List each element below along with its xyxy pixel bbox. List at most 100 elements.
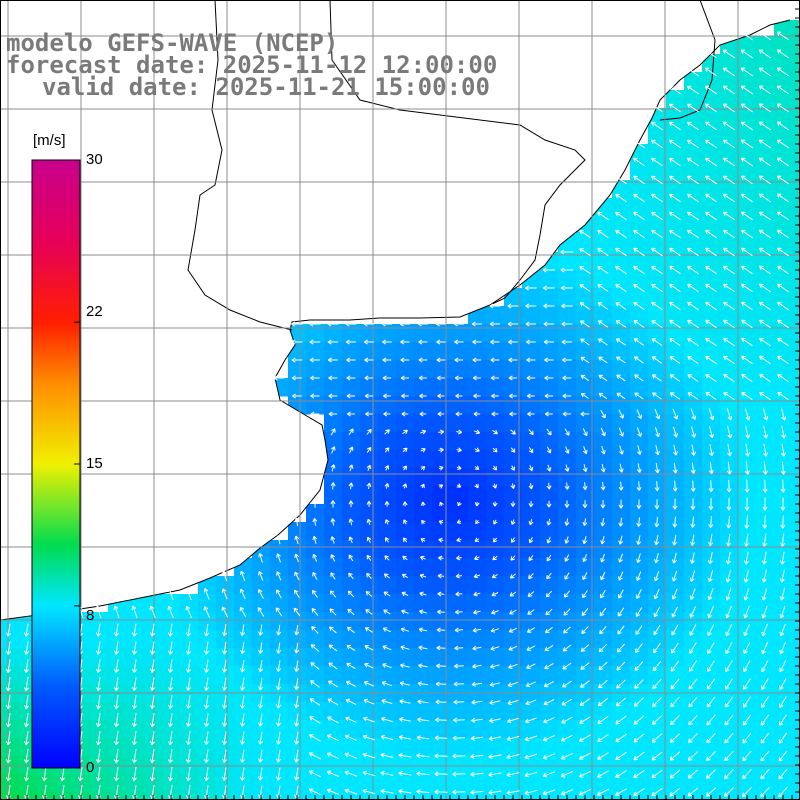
wind-arrow: [740, 157, 753, 167]
wind-speed-cell: [342, 450, 361, 469]
wind-arrow: [437, 411, 445, 417]
wind-arrow: [435, 321, 446, 327]
wind-speed-cell: [576, 756, 595, 775]
wind-arrow: [527, 411, 535, 417]
wind-speed-cell: [684, 342, 703, 361]
wind-speed-cell: [324, 630, 343, 649]
wind-arrow: [616, 356, 626, 364]
wind-arrow: [294, 642, 300, 654]
wind-speed-cell: [630, 648, 649, 667]
wind-arrow: [113, 713, 119, 728]
wind-speed-cell: [666, 288, 685, 307]
wind-speed-cell: [468, 414, 487, 433]
wind-arrow: [671, 570, 678, 582]
wind-speed-cell: [522, 306, 541, 325]
wind-speed-cell: [630, 558, 649, 577]
wind-speed-cell: [360, 648, 379, 667]
wind-speed-cell: [630, 504, 649, 523]
wind-speed-cell: [504, 486, 523, 505]
wind-arrow: [312, 499, 318, 508]
wind-arrow: [686, 67, 699, 77]
wind-arrow: [308, 752, 321, 760]
wind-arrow: [416, 789, 430, 795]
wind-arrow: [723, 319, 735, 329]
wind-arrow: [490, 627, 500, 633]
wind-arrow: [6, 623, 11, 637]
wind-speed-cell: [666, 720, 685, 739]
wind-arrow: [707, 642, 715, 655]
wind-arrow: [381, 321, 392, 327]
wind-arrow: [564, 482, 570, 490]
wind-arrow: [687, 751, 698, 761]
wind-arrow: [418, 627, 428, 633]
wind-speed-cell: [720, 432, 739, 451]
wind-arrow: [402, 555, 408, 561]
wind-arrow: [651, 139, 663, 149]
wind-arrow: [705, 265, 717, 275]
wind-arrow: [670, 678, 680, 690]
wind-speed-cell: [540, 468, 559, 487]
wind-arrow: [474, 483, 479, 489]
wind-speed-cell: [684, 540, 703, 559]
wind-speed-cell: [648, 414, 667, 433]
wind-arrow: [528, 501, 534, 508]
wind-arrow: [562, 662, 572, 670]
wind-speed-cell: [558, 648, 577, 667]
wind-speed-cell: [756, 612, 775, 631]
wind-speed-cell: [738, 72, 757, 91]
wind-arrow: [760, 732, 770, 744]
wind-speed-cell: [252, 648, 271, 667]
wind-arrow: [669, 193, 681, 203]
wind-arrow: [705, 355, 717, 365]
wind-speed-cell: [738, 378, 757, 397]
wind-speed-cell: [684, 702, 703, 721]
wind-arrow: [526, 663, 536, 669]
wind-arrow: [564, 428, 570, 436]
wind-arrow: [452, 789, 466, 795]
wind-speed-cell: [648, 270, 667, 289]
wind-speed-cell: [108, 756, 127, 775]
wind-speed-cell: [756, 738, 775, 757]
wind-arrow: [618, 553, 623, 563]
wind-speed-cell: [738, 234, 757, 253]
wind-arrow: [776, 103, 790, 113]
wind-arrow: [363, 339, 374, 345]
wind-speed-cell: [504, 306, 523, 325]
wind-speed-cell: [792, 792, 800, 800]
wind-arrow: [491, 411, 499, 417]
wind-speed-cell: [522, 558, 541, 577]
wind-arrow: [150, 641, 155, 655]
wind-speed-cell: [594, 522, 613, 541]
wind-arrow: [294, 553, 299, 563]
wind-arrow: [400, 375, 409, 381]
wind-speed-cell: [306, 522, 325, 541]
wind-arrow: [709, 444, 714, 457]
wind-arrow: [150, 623, 155, 637]
wind-speed-cell: [540, 450, 559, 469]
wind-speed-cell: [468, 612, 487, 631]
wind-speed-cell: [630, 630, 649, 649]
wind-arrow: [5, 731, 11, 746]
wind-arrow: [96, 677, 101, 692]
wind-arrow: [706, 732, 716, 744]
wind-arrow: [724, 750, 734, 762]
wind-arrow: [348, 536, 354, 544]
wind-arrow: [310, 411, 320, 417]
wind-arrow: [312, 517, 318, 526]
wind-arrow: [781, 443, 786, 457]
wind-speed-cell: [270, 756, 289, 775]
wind-arrow: [439, 501, 444, 507]
wind-arrow: [743, 623, 751, 637]
wind-arrow: [780, 497, 786, 511]
wind-arrow: [310, 644, 320, 652]
wind-arrow: [762, 515, 768, 529]
wind-arrow: [582, 536, 588, 545]
wind-arrow: [740, 193, 753, 203]
wind-arrow: [618, 571, 624, 581]
wind-speed-cell: [144, 630, 163, 649]
wind-arrow: [708, 462, 714, 475]
wind-arrow: [23, 695, 29, 710]
wind-speed-cell: [558, 378, 577, 397]
wind-speed-cell: [666, 702, 685, 721]
wind-arrow: [672, 552, 677, 564]
